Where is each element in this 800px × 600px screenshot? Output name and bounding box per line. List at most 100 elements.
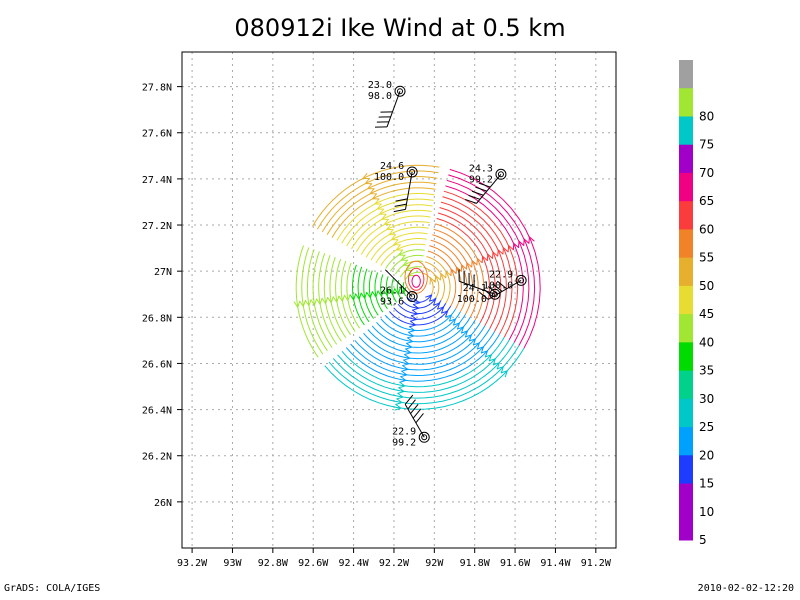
station-ring-inner [409,293,416,300]
chart-title: 080912i Ike Wind at 0.5 km [234,14,566,42]
streamline [445,314,466,335]
wind-barb-flag [394,203,407,207]
x-tick-label: 91.4W [540,558,571,569]
streamline [331,187,436,238]
colorbar-swatch [679,257,693,287]
wind-barb-flag [478,182,491,188]
wind-barb-flag [410,403,419,414]
streamline [464,333,500,370]
streamline-arrow [304,299,312,307]
streamline [453,322,481,350]
streamline-arrow [402,259,411,266]
streamline [380,274,388,310]
colorbar-swatch [679,285,693,315]
streamline [406,296,426,303]
wind-barb-flag [468,194,481,200]
station-value-bottom: 99.2 [392,437,416,448]
streamline-arrow [429,276,436,285]
streamline [318,253,338,345]
streamline-arrow [400,254,408,261]
station-value-bottom: 100.0 [483,280,513,291]
streamline-arrow [385,223,394,231]
y-tick-label: 26.2N [142,452,172,463]
y-tick-label: 27.6N [142,129,172,140]
station-ring [406,291,418,303]
axes: 93.2W 93W 92.8W 92.6W 92.4W 92.2W 92W 91.8W 91.6… [142,83,612,569]
streamline [473,342,515,384]
streamline-arrow [376,203,385,210]
streamline [437,212,496,327]
eye-spiral [411,274,421,288]
streamline-arrow [486,253,494,261]
wind-barb-flag [471,190,484,196]
y-tick-label: 26.6N [142,359,172,370]
streamline [443,190,519,338]
station-ring [515,274,527,286]
streamline [384,314,441,332]
streamline-arrow [455,266,462,274]
x-tick-label: 93W [223,558,242,569]
streamline [365,226,429,258]
streamline [440,201,507,332]
streamline [442,311,461,331]
wind-barb-flag [492,283,503,292]
station-ring-inner [491,291,498,298]
wind-barb-flag [465,198,477,204]
streamline-arrow [518,240,525,248]
streamline-arrow [354,292,362,301]
station-value-top: 22.9 [392,426,416,437]
streamline [436,305,452,321]
streamline-arrow [388,288,396,296]
streamline [397,303,432,315]
streamline [370,232,428,261]
eye-spiral [407,267,425,291]
streamline [346,262,361,329]
x-tick-label: 92.4W [339,558,370,569]
streamline [375,238,427,264]
streamline-arrow [466,261,473,270]
wind-barb-flag [415,413,424,424]
streamline [312,251,333,348]
colorbar-swatch [679,314,693,343]
streamline [323,255,342,342]
y-tick-label: 26.8N [142,313,172,324]
colorbar-label: 25 [699,420,714,434]
streamline [442,196,513,335]
x-tick-label: 92.8W [258,558,289,569]
streamline [352,264,365,326]
station-value-bottom: 99.2 [469,174,493,185]
streamline [456,325,486,355]
streamline [346,204,433,247]
streamline-arrow [366,183,375,190]
streamline [341,350,469,388]
streamline [467,336,505,374]
streamline-arrow [382,288,390,297]
station-ring [495,168,507,180]
colorbar-label: 65 [699,194,714,208]
streamline [433,228,479,318]
streamline-arrow [492,362,501,370]
streamline-arrow [528,235,535,244]
streamline-arrow [445,314,453,322]
station-value-top: 24.3 [469,163,493,174]
station-ring-inner [518,277,525,284]
streamline-arrow [392,239,401,246]
colorbar-label: 80 [699,109,714,123]
station-observations: 23.098.024.6100.024.399.226.193.622.9100… [368,80,527,448]
streamline [391,278,398,303]
station: 22.999.2 [392,394,430,448]
streamline-arrow [409,320,417,328]
station-ring [394,85,406,97]
streamline [423,266,440,298]
streamline [426,256,451,304]
streamline [350,343,463,377]
streamline [393,307,435,320]
streamline-arrow [434,274,442,283]
streamline-arrow [338,294,346,303]
streamline [336,193,435,241]
streamline [306,249,328,352]
streamline [390,254,424,272]
streamline-arrow [512,242,520,251]
